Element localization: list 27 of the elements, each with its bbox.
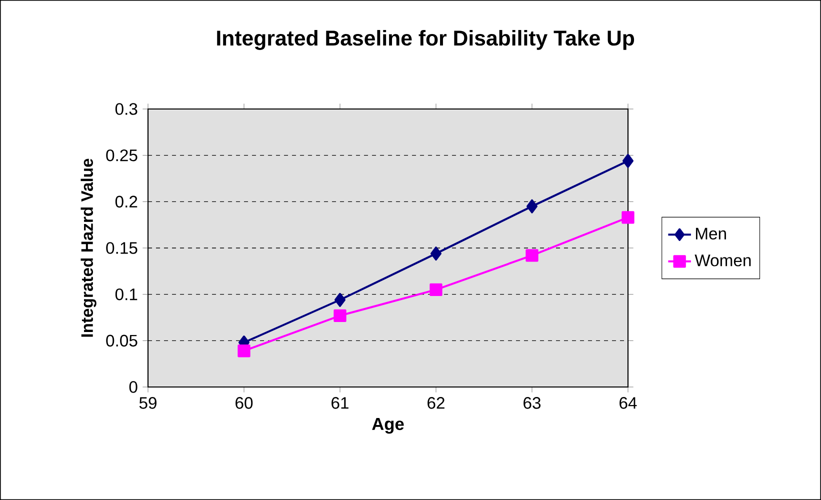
y-tick-label: 0.3 [115, 103, 138, 115]
point [238, 344, 250, 358]
y-tick-label: 0 [129, 381, 138, 393]
chart-title: Integrated Baseline for Disability Take Up [217, 30, 634, 50]
point [430, 283, 442, 296]
x-tick-label: 64 [620, 397, 637, 409]
point [526, 249, 538, 262]
y-axis-title: Integrated Hazrd Value [80, 158, 96, 337]
x-axis-title: Age [372, 418, 404, 434]
point [334, 292, 346, 307]
y-tick-label: 0.25 [106, 149, 138, 162]
y-tick-label: 0.1 [115, 288, 138, 300]
y-tick-label: 0.05 [106, 334, 138, 347]
point [526, 199, 538, 214]
x-tick-label: 61 [332, 397, 348, 409]
y-tick-label: 0.15 [106, 242, 138, 254]
x-tick-label: 63 [524, 397, 541, 409]
point [622, 211, 634, 224]
x-tick-label: 62 [428, 397, 444, 409]
legend-label: Men [696, 228, 726, 240]
y-tick-label: 0.2 [115, 196, 138, 208]
point [430, 246, 442, 261]
point [334, 309, 346, 322]
legend-label: Women [694, 254, 751, 266]
x-tick-label: 60 [236, 397, 253, 409]
point [622, 154, 634, 168]
x-tick-label: 59 [139, 397, 156, 409]
